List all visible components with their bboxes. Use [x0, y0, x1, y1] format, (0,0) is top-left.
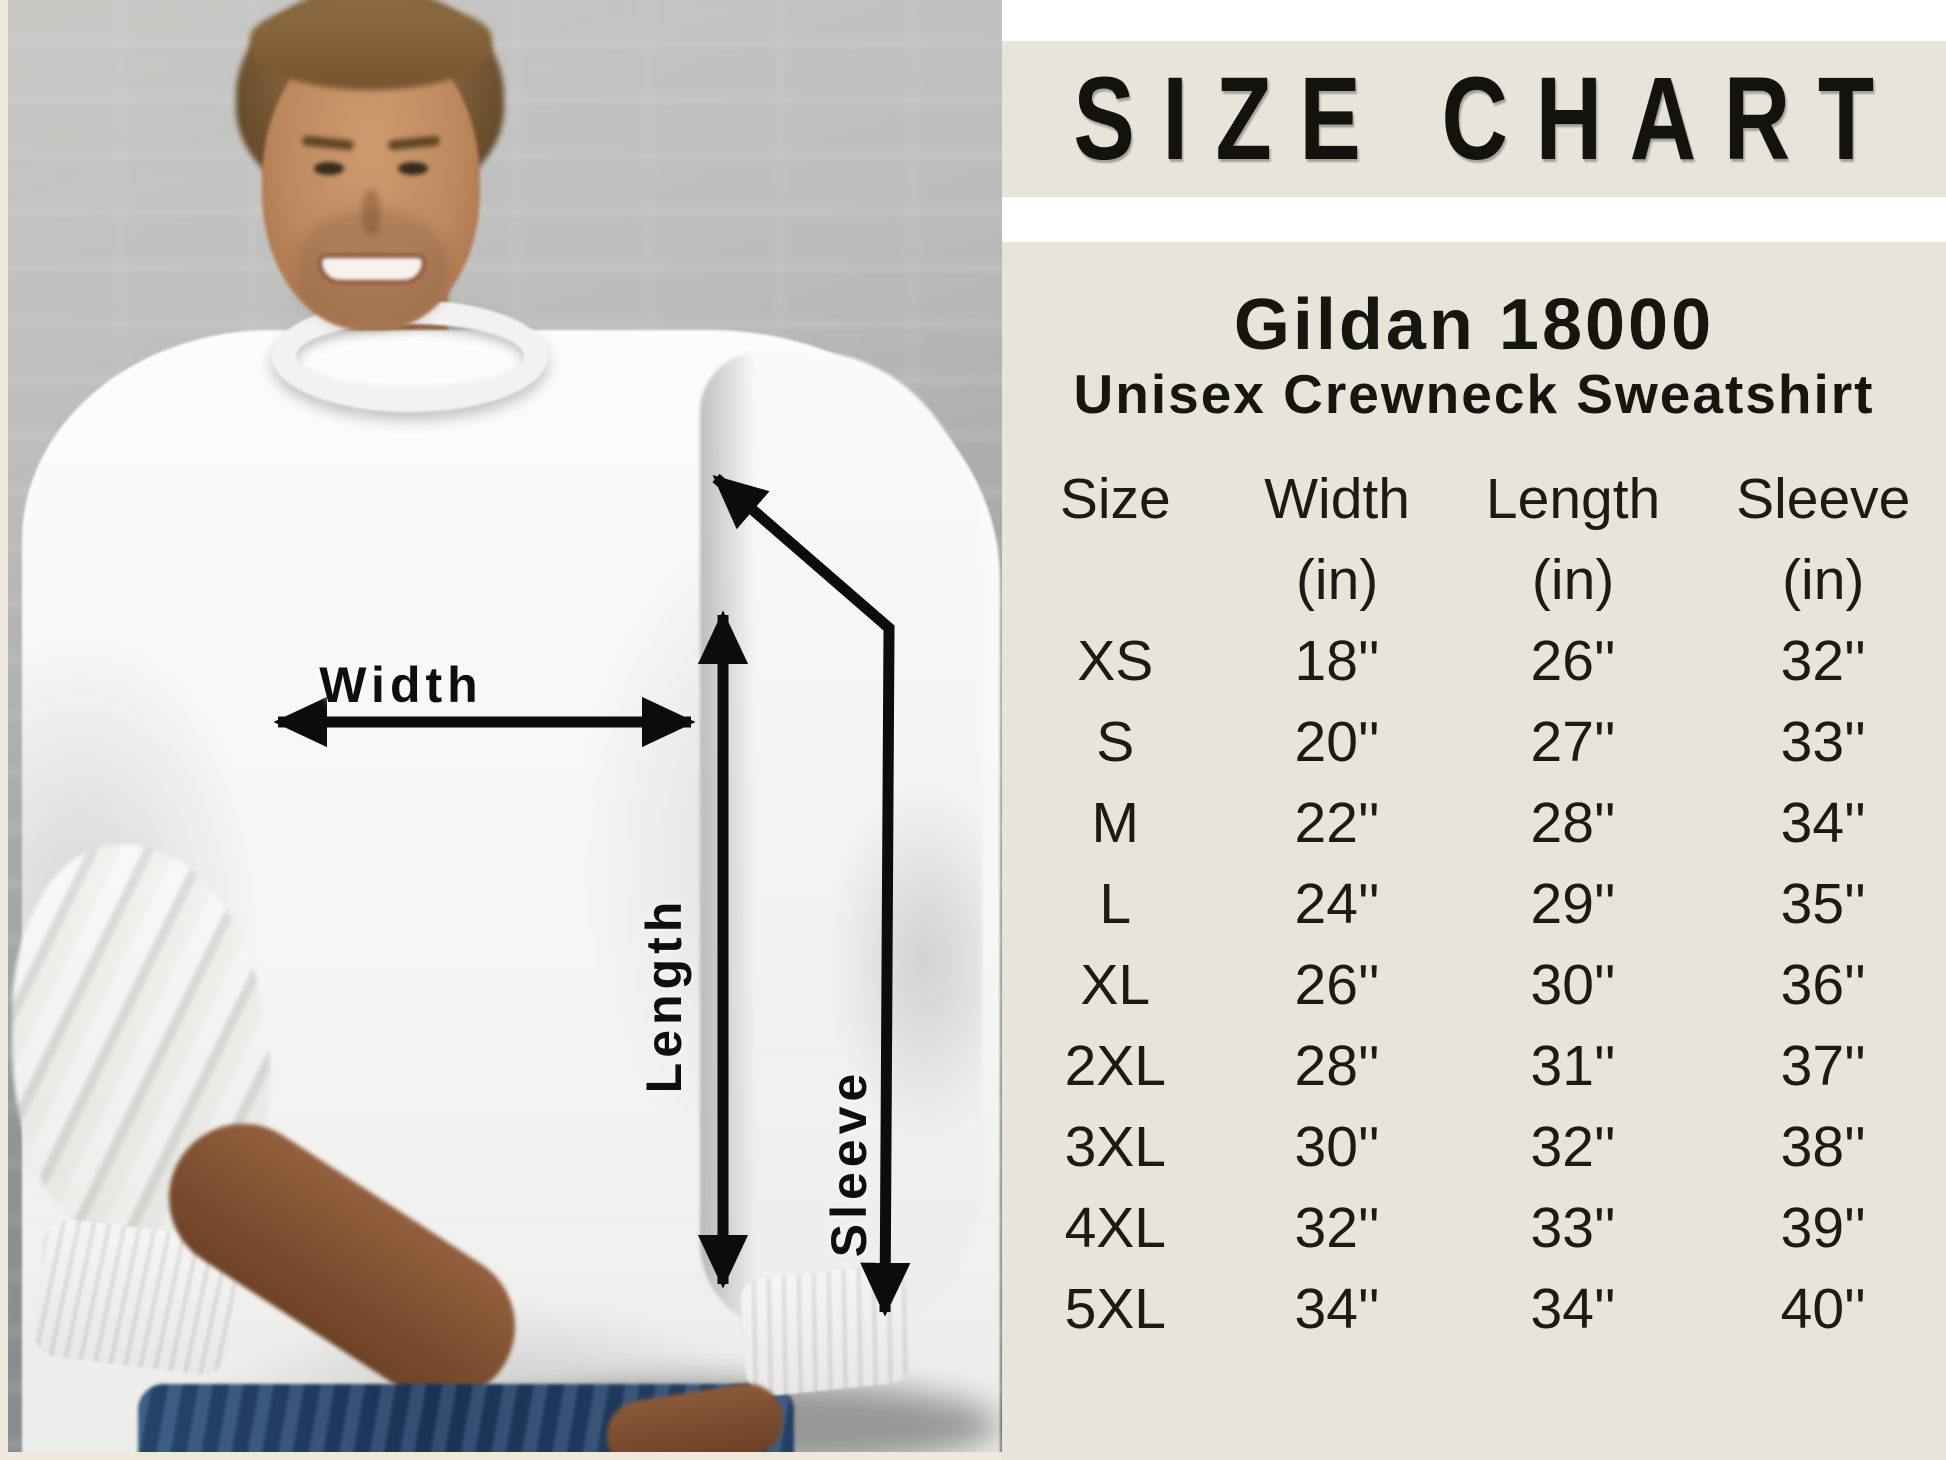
table-units-row: (in) (in) (in) — [1002, 539, 1946, 620]
product-subtitle: Unisex Crewneck Sweatshirt — [1073, 363, 1875, 425]
cell-width: 18'' — [1294, 628, 1380, 693]
nose-shadow — [362, 190, 380, 236]
table-row: L 24'' 29'' 35'' — [1002, 863, 1946, 944]
cell-length: 28'' — [1530, 790, 1616, 855]
cell-sleeve: 36'' — [1780, 952, 1866, 1017]
measurement-arrows — [273, 473, 911, 1317]
cell-size: S — [1096, 709, 1135, 774]
chart-background — [1002, 242, 1946, 1460]
page-title: SIZE CHART — [1073, 53, 1902, 185]
table-header-row: Size Width Length Sleeve — [1002, 458, 1946, 539]
table-row: XL 26'' 30'' 36'' — [1002, 944, 1946, 1025]
cell-width: 22'' — [1294, 790, 1380, 855]
col-header-width: Width — [1264, 466, 1410, 531]
product-photo: Width Length Sleeve — [0, 0, 1002, 1460]
cell-sleeve: 37'' — [1780, 1033, 1866, 1098]
cell-width: 34'' — [1294, 1276, 1380, 1341]
cell-width: 28'' — [1294, 1033, 1380, 1098]
sleeve-arrow — [712, 473, 911, 1317]
cell-size: M — [1091, 790, 1140, 855]
units-size — [1002, 539, 1229, 620]
cell-sleeve: 32'' — [1780, 628, 1866, 693]
cell-sleeve: 35'' — [1780, 871, 1866, 936]
eye-right — [398, 162, 428, 175]
cell-size: XS — [1077, 628, 1154, 693]
cell-length: 31'' — [1530, 1033, 1616, 1098]
eye-left — [314, 162, 344, 175]
cell-size: XL — [1080, 952, 1151, 1017]
cell-length: 27'' — [1530, 709, 1616, 774]
units-length: (in) — [1531, 547, 1615, 612]
cell-width: 32'' — [1294, 1195, 1380, 1260]
table-row: 5XL 34'' 34'' 40'' — [1002, 1268, 1946, 1349]
table-body: XS 18'' 26'' 32'' S 20'' 27'' 33'' M 22'' 28'' 34''… — [1002, 620, 1946, 1349]
cell-length: 29'' — [1530, 871, 1616, 936]
table-row: 2XL 28'' 31'' 37'' — [1002, 1025, 1946, 1106]
table-row: M 22'' 28'' 34'' — [1002, 782, 1946, 863]
cell-size: 2XL — [1064, 1033, 1166, 1098]
cell-length: 32'' — [1530, 1114, 1616, 1179]
size-table: Size Width Length Sleeve (in) (in) (in) … — [1002, 458, 1946, 1349]
table-row: XS 18'' 26'' 32'' — [1002, 620, 1946, 701]
cell-length: 30'' — [1530, 952, 1616, 1017]
cell-sleeve: 33'' — [1780, 709, 1866, 774]
table-row: 4XL 32'' 33'' 39'' — [1002, 1187, 1946, 1268]
col-header-size: Size — [1059, 466, 1171, 531]
size-chart-panel: SIZE CHART Gildan 18000 Unisex Crewneck … — [1002, 0, 1946, 1460]
cell-size: 4XL — [1064, 1195, 1166, 1260]
cell-width: 24'' — [1294, 871, 1380, 936]
product-name: Gildan 18000 — [1233, 285, 1715, 365]
cell-size: 5XL — [1064, 1276, 1166, 1341]
hair-fringe — [250, 4, 492, 90]
cell-sleeve: 34'' — [1780, 790, 1866, 855]
width-measure-label: Width — [319, 657, 483, 713]
col-header-sleeve: Sleeve — [1736, 466, 1911, 531]
title-band: SIZE CHART — [1002, 41, 1946, 197]
cell-length: 33'' — [1530, 1195, 1616, 1260]
length-measure-label: Length — [636, 896, 692, 1094]
cell-width: 30'' — [1294, 1114, 1380, 1179]
units-width: (in) — [1295, 547, 1379, 612]
sleeve-measure-label: Sleeve — [821, 1068, 877, 1258]
cell-sleeve: 38'' — [1780, 1114, 1866, 1179]
table-row: S 20'' 27'' 33'' — [1002, 701, 1946, 782]
col-header-length: Length — [1485, 466, 1661, 531]
photo-bottom-border — [0, 1452, 1002, 1460]
photo-left-border — [0, 0, 8, 1460]
cell-size: 3XL — [1064, 1114, 1166, 1179]
table-row: 3XL 30'' 32'' 38'' — [1002, 1106, 1946, 1187]
cell-sleeve: 40'' — [1780, 1276, 1866, 1341]
units-sleeve: (in) — [1782, 547, 1865, 612]
cell-length: 34'' — [1530, 1276, 1616, 1341]
cell-sleeve: 39'' — [1780, 1195, 1866, 1260]
cell-width: 20'' — [1294, 709, 1380, 774]
smile — [318, 254, 426, 284]
cell-length: 26'' — [1530, 628, 1616, 693]
cell-size: L — [1099, 871, 1132, 936]
cell-width: 26'' — [1294, 952, 1380, 1017]
